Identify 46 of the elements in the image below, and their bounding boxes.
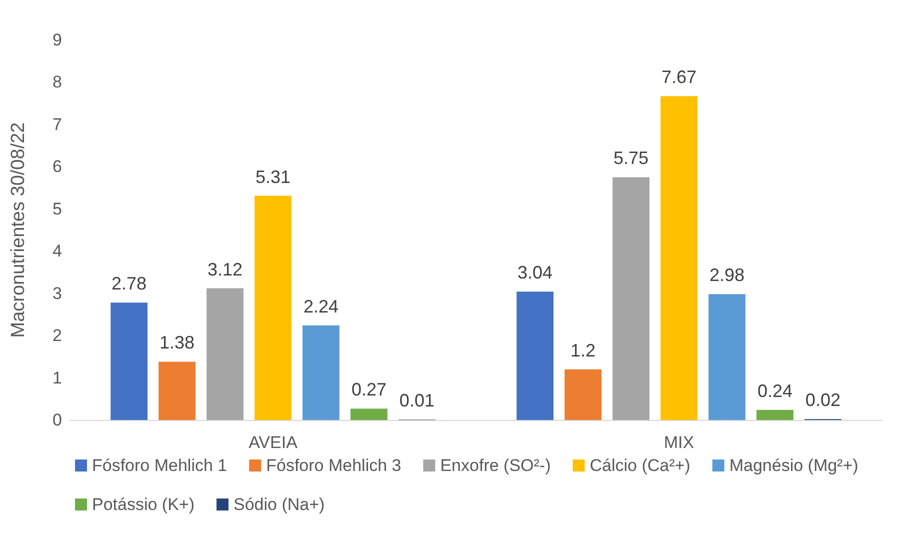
y-tick-label: 6 xyxy=(52,157,62,176)
legend-label: Potássio (K+) xyxy=(92,495,195,514)
data-label: 3.04 xyxy=(518,262,553,283)
bar xyxy=(660,96,698,420)
bar xyxy=(756,410,794,420)
bar xyxy=(708,294,746,420)
data-label: 2.98 xyxy=(709,265,745,286)
bar xyxy=(110,302,148,420)
x-tick-label: AVEIA xyxy=(248,433,298,452)
y-tick-label: 7 xyxy=(52,114,62,134)
legend-label: Enxofre (SO²-) xyxy=(440,456,551,475)
y-tick-label: 5 xyxy=(52,199,62,218)
legend-label: Magnésio (Mg²+) xyxy=(729,456,858,475)
bar xyxy=(564,369,602,420)
data-label: 5.31 xyxy=(255,166,291,187)
bar xyxy=(158,362,196,420)
y-tick-label: 1 xyxy=(52,368,62,388)
bar xyxy=(254,196,292,420)
x-tick-label: MIX xyxy=(664,433,694,452)
data-label: 0.02 xyxy=(805,390,840,410)
y-tick-label: 4 xyxy=(52,242,62,261)
data-label: 0.27 xyxy=(351,380,386,400)
bar xyxy=(350,408,388,420)
data-label: 2.24 xyxy=(303,296,339,316)
y-tick-label: 2 xyxy=(52,326,62,346)
data-label: 2.78 xyxy=(112,274,147,294)
data-label: 1.38 xyxy=(160,332,195,353)
data-label: 7.67 xyxy=(661,67,697,88)
legend-label: Fósforo Mehlich 3 xyxy=(266,456,402,475)
data-label: 0.01 xyxy=(399,390,434,411)
y-tick-label: 3 xyxy=(52,284,62,303)
y-axis-title: Macronutrientes 30/08/22 xyxy=(8,122,29,338)
bar xyxy=(612,177,650,420)
bar xyxy=(206,288,244,420)
data-label: 5.75 xyxy=(613,148,649,168)
data-label: 0.24 xyxy=(757,380,792,401)
y-tick-label: 0 xyxy=(52,410,62,430)
y-tick-label: 9 xyxy=(52,30,62,50)
legend-label: Cálcio (Ca²+) xyxy=(590,456,690,475)
data-label: 3.12 xyxy=(207,259,243,280)
bar xyxy=(516,292,554,420)
bar xyxy=(302,325,340,420)
y-tick-label: 8 xyxy=(52,72,62,92)
data-label: 1.2 xyxy=(570,340,596,360)
legend-label: Sódio (Na+) xyxy=(234,495,325,514)
legend-label: Fósforo Mehlich 1 xyxy=(92,456,228,475)
